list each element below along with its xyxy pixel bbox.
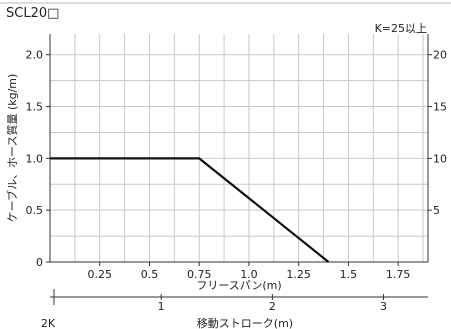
x-tick-label: 1.25 — [286, 268, 311, 281]
x-tick-label: 1.5 — [340, 268, 358, 281]
y-tick-label: 0 — [36, 256, 43, 269]
y-tick-label: 1.5 — [26, 101, 44, 114]
y-tick-label: 2.0 — [26, 49, 44, 62]
stroke-tick-label: 1 — [158, 300, 165, 313]
y2-tick-label: 15 — [433, 101, 447, 114]
y2-tick-label: 5 — [433, 204, 440, 217]
stroke-origin-label: 2K — [41, 317, 56, 329]
x-tick-label: 1.0 — [240, 268, 258, 281]
series-line — [50, 157, 330, 263]
stroke-tick-label: 3 — [380, 300, 387, 313]
y2-tick-label: 10 — [433, 152, 447, 165]
x-tick-label: 1.75 — [386, 268, 411, 281]
chart-title: SCL20□ — [6, 6, 60, 21]
y2-tick-label: 20 — [433, 49, 447, 62]
y-tick-label: 0.5 — [26, 204, 44, 217]
k-value-label: K=25以上 — [374, 22, 427, 35]
x-tick-label: 0.25 — [87, 268, 112, 281]
x-tick-label: 0.75 — [187, 268, 212, 281]
x-axis-label: フリースパン(m) — [196, 279, 281, 292]
x-tick-label: 0.5 — [141, 268, 159, 281]
stroke-axis-label: 移動ストローク(m) — [197, 316, 293, 329]
y-axis-label: ケーブル、ホース質量 (kg/m) — [5, 74, 19, 223]
y-tick-label: 1.0 — [26, 152, 44, 165]
stroke-tick-label: 2 — [269, 300, 276, 313]
